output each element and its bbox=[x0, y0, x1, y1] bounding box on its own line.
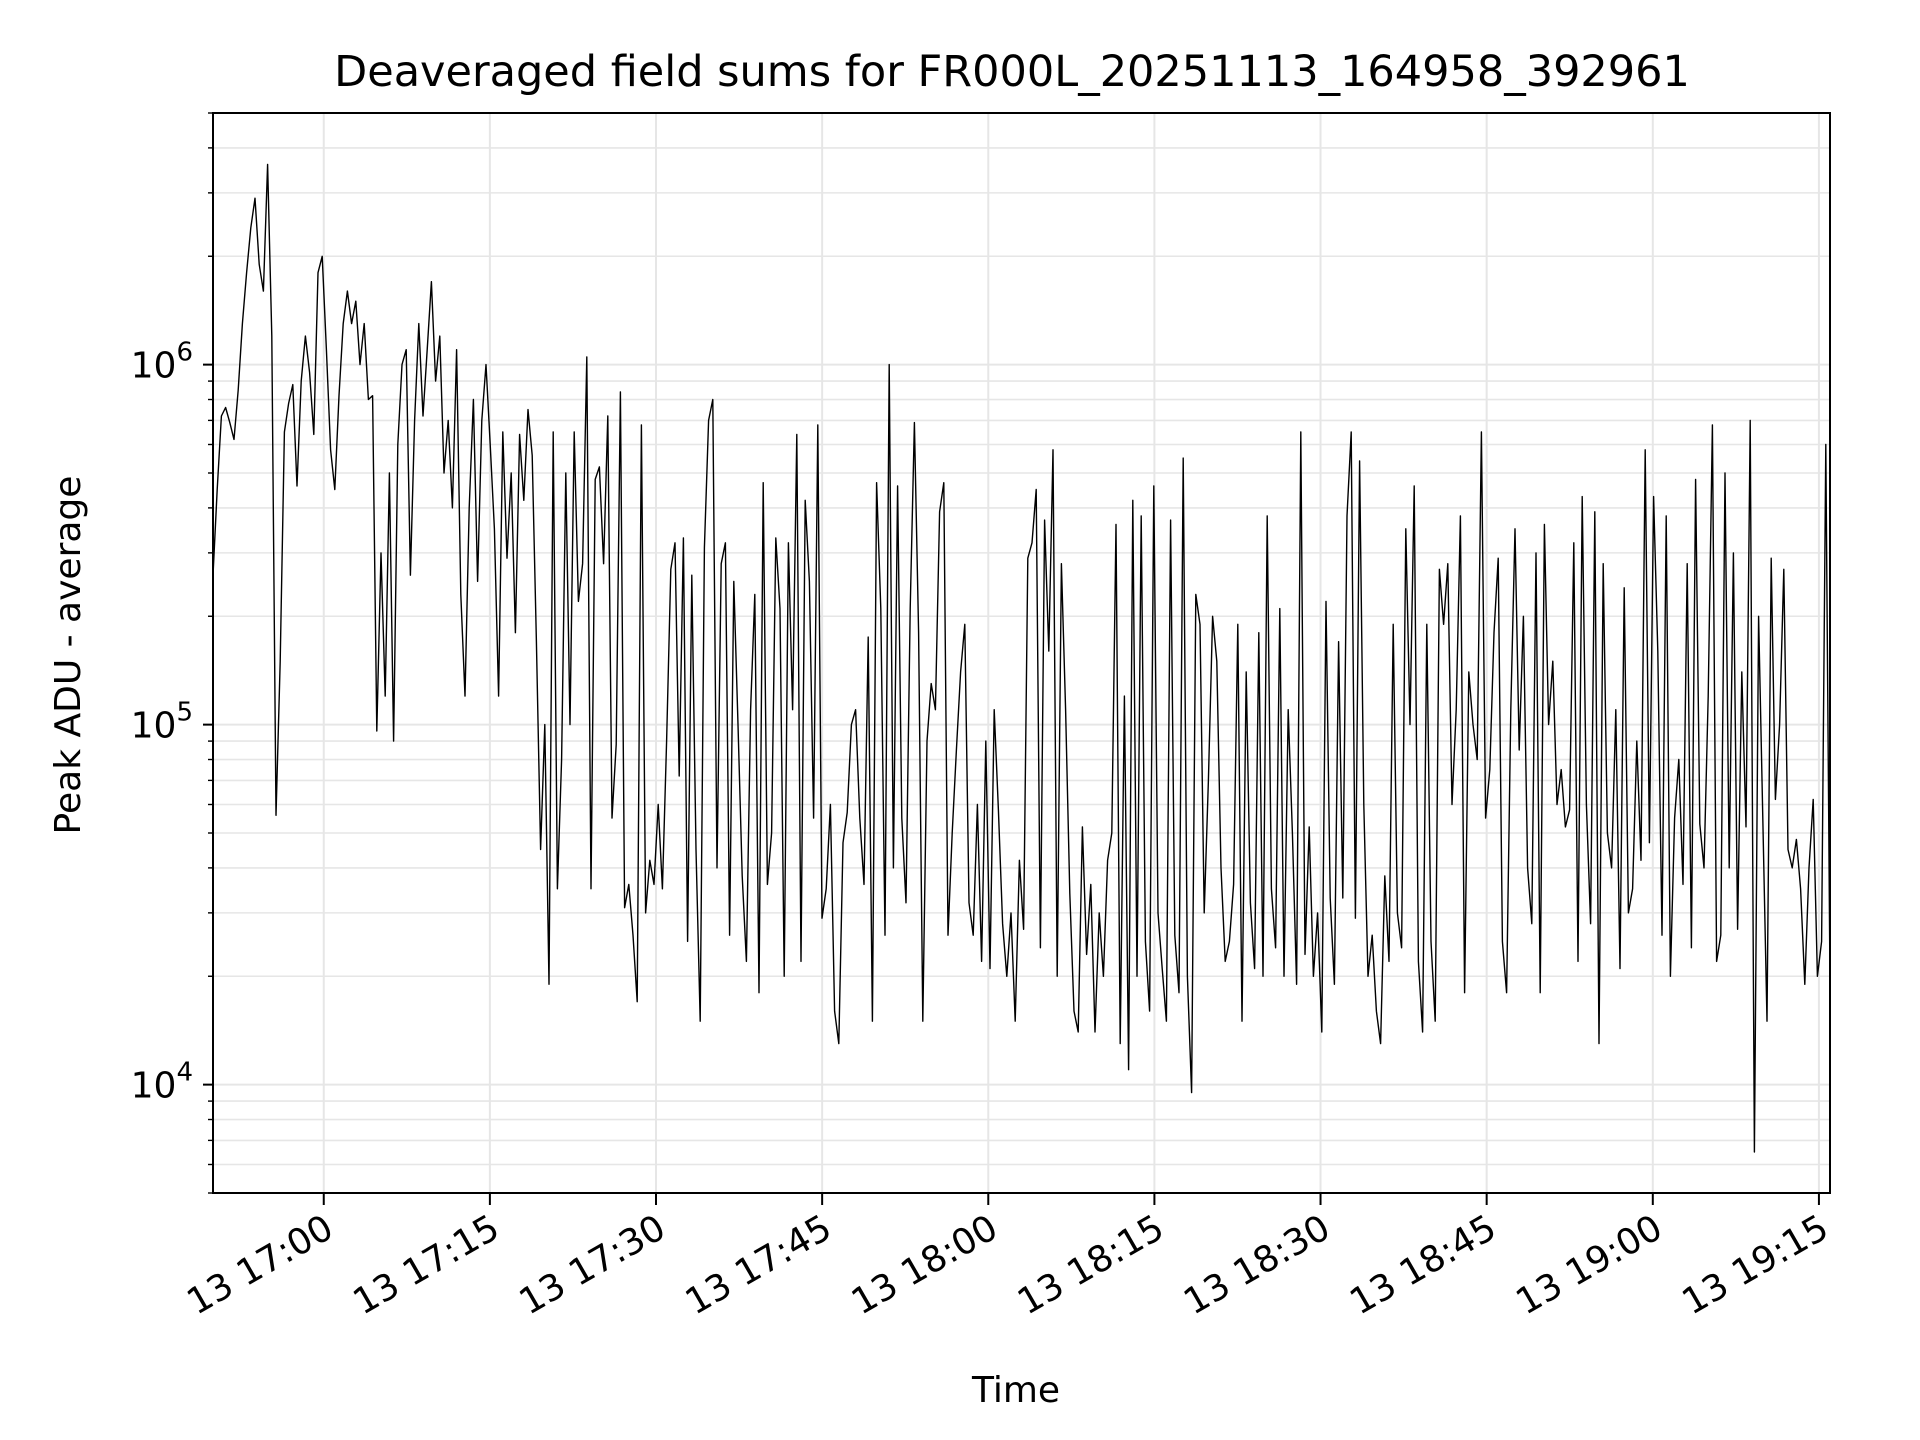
x-tick-label: 13 17:15 bbox=[346, 1207, 506, 1323]
chart-title: Deaveraged field sums for FR000L_2025111… bbox=[334, 47, 1690, 97]
x-tick-label: 13 19:15 bbox=[1675, 1207, 1835, 1323]
y-tick-label: 104 bbox=[131, 1058, 193, 1107]
x-tick-label: 13 19:00 bbox=[1509, 1207, 1669, 1323]
x-tick-label: 13 18:15 bbox=[1011, 1207, 1171, 1323]
y-axis-label: Peak ADU - average bbox=[48, 476, 89, 835]
x-axis-label: Time bbox=[971, 1370, 1060, 1411]
x-tick-label: 13 17:00 bbox=[180, 1207, 340, 1323]
x-tick-label: 13 17:30 bbox=[513, 1207, 673, 1323]
x-tick-label: 13 18:45 bbox=[1343, 1207, 1503, 1323]
y-tick-label: 105 bbox=[131, 698, 193, 747]
x-tick-label: 13 17:45 bbox=[679, 1207, 839, 1323]
x-tick-label: 13 18:00 bbox=[845, 1207, 1005, 1323]
series-line bbox=[212, 163, 1831, 1153]
y-axis: 104 105 106 bbox=[131, 112, 213, 1194]
y-tick-label: 106 bbox=[131, 338, 193, 387]
x-tick-label: 13 18:30 bbox=[1177, 1207, 1337, 1323]
grid-lines bbox=[213, 112, 1830, 1194]
x-axis: 13 17:00 13 17:15 13 17:30 13 17:45 13 18:00… bbox=[180, 1193, 1835, 1323]
plot-frame bbox=[212, 112, 1831, 1194]
